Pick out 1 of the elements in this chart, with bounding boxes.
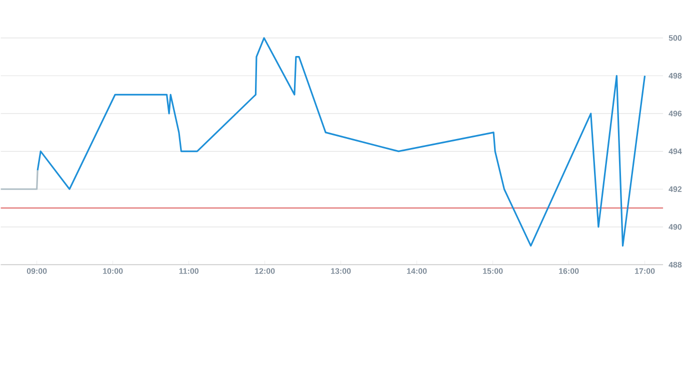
line-series xyxy=(36,37,646,247)
